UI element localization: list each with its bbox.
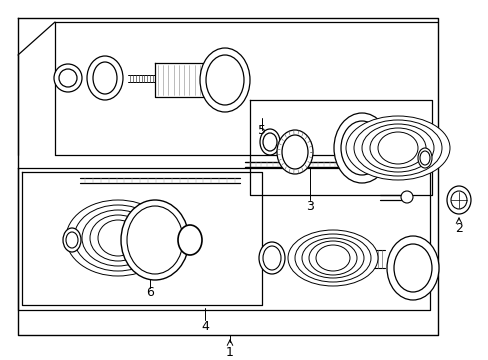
- Text: 5: 5: [258, 123, 265, 136]
- Ellipse shape: [377, 132, 417, 164]
- Ellipse shape: [66, 232, 78, 248]
- Ellipse shape: [260, 129, 280, 155]
- Ellipse shape: [386, 236, 438, 300]
- Ellipse shape: [90, 215, 146, 261]
- Ellipse shape: [308, 241, 356, 275]
- Ellipse shape: [333, 113, 389, 183]
- Text: 2: 2: [454, 221, 462, 234]
- Ellipse shape: [263, 133, 276, 151]
- Ellipse shape: [302, 238, 363, 278]
- Ellipse shape: [393, 244, 431, 292]
- Text: 4: 4: [201, 320, 208, 333]
- Ellipse shape: [276, 130, 312, 174]
- Ellipse shape: [282, 135, 307, 169]
- Ellipse shape: [400, 191, 412, 203]
- Ellipse shape: [353, 120, 441, 176]
- Text: 3: 3: [305, 201, 313, 213]
- Ellipse shape: [200, 48, 249, 112]
- Ellipse shape: [98, 220, 138, 256]
- Ellipse shape: [205, 55, 244, 105]
- Ellipse shape: [417, 148, 431, 168]
- Text: 6: 6: [146, 285, 154, 298]
- Ellipse shape: [346, 116, 449, 180]
- Ellipse shape: [361, 124, 433, 172]
- Ellipse shape: [259, 242, 285, 274]
- Ellipse shape: [127, 206, 183, 274]
- Ellipse shape: [340, 121, 382, 175]
- Ellipse shape: [82, 210, 154, 266]
- Ellipse shape: [63, 228, 81, 252]
- Ellipse shape: [93, 62, 117, 94]
- Ellipse shape: [315, 245, 349, 271]
- Ellipse shape: [294, 234, 370, 282]
- Ellipse shape: [74, 205, 162, 271]
- Ellipse shape: [450, 191, 466, 209]
- Ellipse shape: [178, 225, 202, 255]
- Ellipse shape: [287, 230, 377, 286]
- Ellipse shape: [446, 186, 470, 214]
- Text: 1: 1: [225, 346, 233, 360]
- Ellipse shape: [121, 200, 189, 280]
- Circle shape: [54, 64, 82, 92]
- Ellipse shape: [263, 246, 281, 270]
- Ellipse shape: [369, 128, 425, 168]
- Ellipse shape: [87, 56, 123, 100]
- Circle shape: [59, 69, 77, 87]
- Ellipse shape: [66, 200, 170, 276]
- Ellipse shape: [419, 151, 429, 165]
